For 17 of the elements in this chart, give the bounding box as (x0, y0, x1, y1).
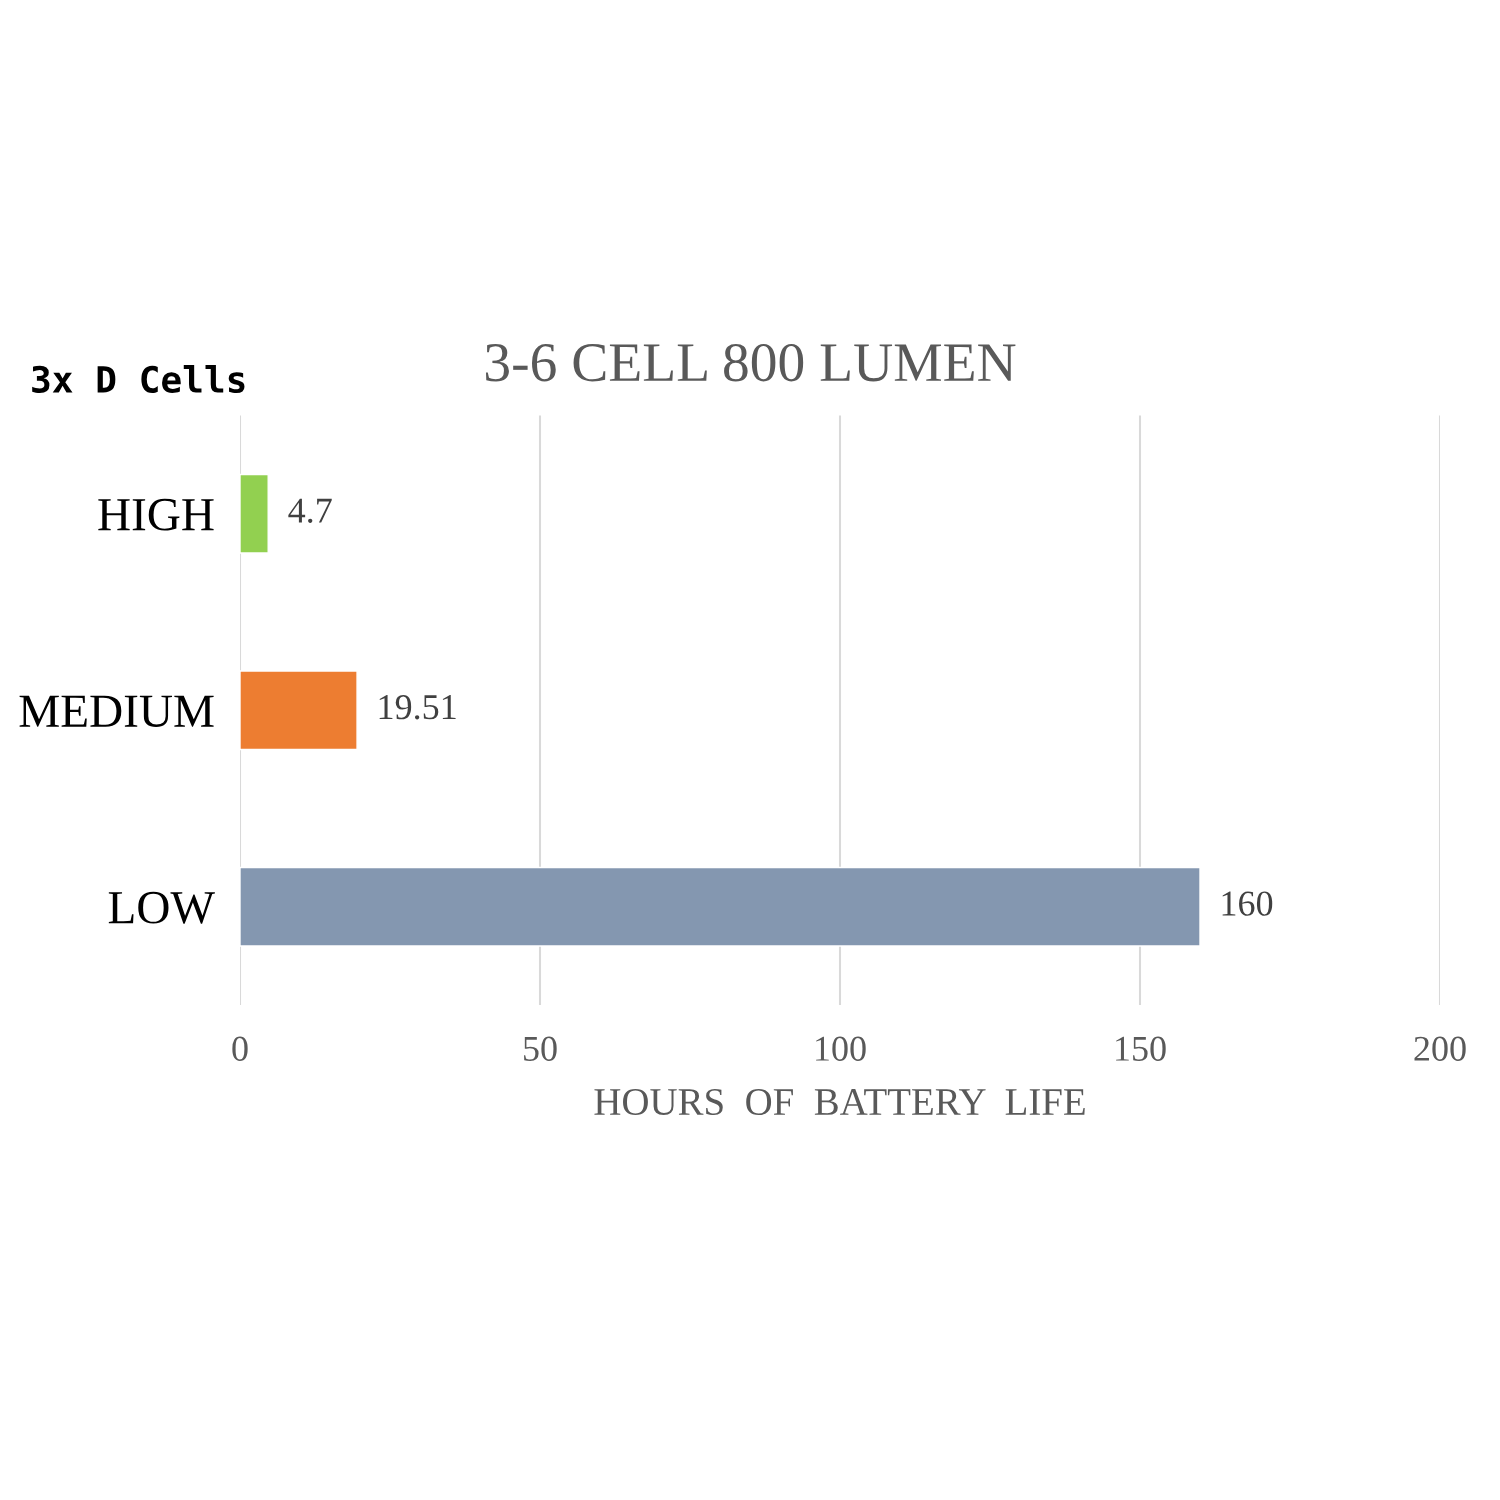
data-label: 19.51 (379, 695, 456, 720)
data-label: 160 (1222, 891, 1273, 916)
x-tick-label: 0 (232, 1036, 248, 1061)
x-tick-label: 200 (1414, 1036, 1466, 1061)
data-label: 4.7 (288, 498, 332, 523)
text: 3x D Cells (32, 365, 245, 393)
y-tick-label: MEDIUM (19, 695, 214, 728)
x-tick-label: 100 (816, 1036, 866, 1061)
bar (240, 866, 1201, 947)
bar (240, 670, 358, 751)
y-tick-label: LOW (108, 891, 215, 924)
bar (240, 473, 269, 554)
x-tick-label: 150 (1116, 1036, 1166, 1061)
chart-title: 3-6 CELL 800 LUMEN (485, 343, 1016, 382)
x-axis-title: HOURS OF BATTERY LIFE (594, 1088, 1085, 1116)
y-tick-label: HIGH (98, 498, 214, 531)
x-tick-label: 50 (524, 1036, 557, 1061)
